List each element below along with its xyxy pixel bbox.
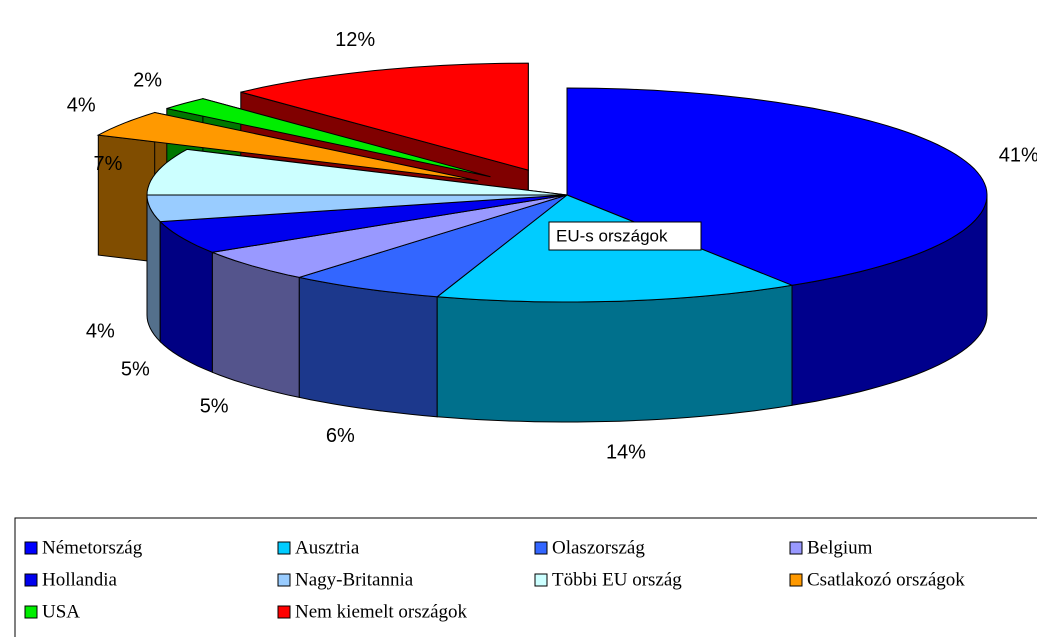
data-label: 5% bbox=[200, 395, 229, 417]
legend-label: USA bbox=[42, 601, 80, 622]
data-label: 14% bbox=[606, 441, 646, 463]
legend-swatch bbox=[24, 541, 38, 555]
data-label: 4% bbox=[86, 321, 115, 343]
legend-label: Csatlakozó országok bbox=[807, 569, 965, 590]
slice bbox=[159, 194, 568, 253]
legend-swatch bbox=[534, 541, 548, 555]
legend-swatch bbox=[534, 573, 548, 587]
data-label: 4% bbox=[67, 94, 96, 116]
legend-label: Hollandia bbox=[42, 569, 117, 590]
annotation: EU-s országok bbox=[556, 226, 668, 245]
legend-swatch bbox=[24, 573, 38, 587]
legend-swatch bbox=[789, 573, 803, 587]
data-label: 6% bbox=[326, 425, 355, 447]
pie bbox=[96, 62, 988, 423]
legend-swatch bbox=[789, 541, 803, 555]
slice bbox=[166, 98, 491, 178]
legend-swatch bbox=[24, 605, 38, 619]
legend-label: Belgium bbox=[807, 537, 873, 558]
annotation-box bbox=[548, 221, 702, 251]
legend-label: Többi EU ország bbox=[552, 569, 682, 590]
data-label: 5% bbox=[121, 359, 150, 381]
legend-swatch bbox=[277, 605, 291, 619]
slice bbox=[210, 194, 568, 278]
legend-swatch bbox=[277, 573, 291, 587]
slice bbox=[96, 111, 479, 182]
legend-swatch bbox=[277, 541, 291, 555]
slice-wall bbox=[298, 276, 438, 418]
legend-label: Nagy-Britannia bbox=[295, 569, 414, 590]
data-label: 2% bbox=[133, 70, 162, 92]
data-label: 12% bbox=[335, 29, 375, 51]
legend-box bbox=[14, 517, 1037, 637]
labels: 41% 14% 6% 5% 5% 4% 7% 4% 2% 12% bbox=[67, 29, 1037, 463]
data-label: 41% bbox=[999, 144, 1037, 166]
slice-wall bbox=[436, 284, 793, 423]
legend-label: Ausztria bbox=[295, 537, 360, 558]
legend: Németország Ausztria Olaszország Belgium Hol… bbox=[24, 537, 965, 622]
slice bbox=[146, 194, 568, 223]
legend-label: Németország bbox=[42, 537, 143, 558]
slice bbox=[299, 194, 568, 298]
legend-label: Nem kiemelt országok bbox=[295, 601, 468, 622]
legend-label: Olaszország bbox=[552, 537, 645, 558]
slice bbox=[240, 62, 529, 171]
slice bbox=[146, 148, 568, 196]
data-label: 7% bbox=[93, 153, 122, 175]
